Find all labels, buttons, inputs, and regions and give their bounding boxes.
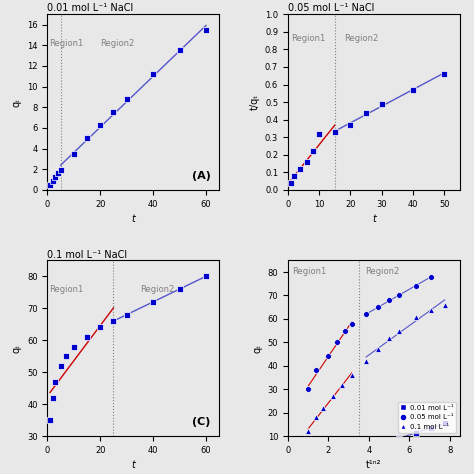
Point bbox=[62, 352, 70, 360]
Text: Region2: Region2 bbox=[365, 267, 399, 276]
Point bbox=[341, 327, 349, 335]
Y-axis label: qₜ: qₜ bbox=[11, 98, 21, 107]
Point bbox=[325, 353, 332, 360]
Text: Region2: Region2 bbox=[344, 34, 378, 43]
Text: 0.01 mol L⁻¹ NaCl: 0.01 mol L⁻¹ NaCl bbox=[47, 3, 134, 13]
Point bbox=[46, 181, 54, 189]
Point bbox=[123, 311, 130, 319]
Point bbox=[303, 158, 310, 166]
Point bbox=[385, 296, 393, 304]
Y-axis label: qₜ: qₜ bbox=[11, 344, 21, 353]
Point bbox=[46, 416, 54, 424]
Point bbox=[348, 371, 356, 379]
X-axis label: t: t bbox=[131, 460, 135, 470]
Point bbox=[315, 130, 323, 137]
Point bbox=[427, 273, 435, 281]
Point bbox=[291, 172, 298, 180]
Text: Region2: Region2 bbox=[140, 285, 174, 294]
Point bbox=[57, 166, 64, 174]
Point bbox=[97, 324, 104, 331]
Text: (C): (C) bbox=[192, 417, 210, 427]
Point bbox=[202, 273, 210, 280]
Point bbox=[348, 320, 356, 328]
Text: 0.1 mol L⁻¹ NaCl: 0.1 mol L⁻¹ NaCl bbox=[47, 249, 128, 260]
Text: Region2: Region2 bbox=[100, 39, 135, 48]
Point bbox=[329, 392, 337, 400]
Y-axis label: qₜ: qₜ bbox=[252, 344, 262, 353]
Point bbox=[97, 121, 104, 128]
Point bbox=[385, 334, 393, 341]
Point bbox=[313, 454, 320, 461]
Point bbox=[412, 283, 419, 290]
Text: Region1: Region1 bbox=[291, 34, 325, 43]
Point bbox=[109, 317, 117, 325]
X-axis label: t: t bbox=[131, 214, 135, 224]
Point bbox=[338, 381, 346, 388]
Point bbox=[202, 26, 210, 34]
Point bbox=[176, 46, 183, 54]
Point bbox=[54, 170, 62, 177]
Text: 0.05 mol L⁻¹ NaCl: 0.05 mol L⁻¹ NaCl bbox=[288, 3, 374, 13]
Point bbox=[123, 95, 130, 103]
Point bbox=[427, 424, 435, 432]
Y-axis label: t/qₜ: t/qₜ bbox=[249, 94, 259, 110]
Point bbox=[309, 147, 317, 155]
Point bbox=[363, 310, 370, 318]
Point bbox=[363, 444, 370, 452]
Point bbox=[362, 109, 370, 117]
Point bbox=[348, 447, 356, 455]
Point bbox=[427, 306, 435, 313]
Point bbox=[412, 313, 419, 320]
Point bbox=[334, 338, 341, 346]
Point bbox=[363, 357, 370, 365]
Point bbox=[52, 173, 59, 180]
Point bbox=[313, 413, 320, 421]
Point bbox=[409, 86, 417, 93]
Point bbox=[378, 100, 385, 108]
Point bbox=[319, 404, 327, 412]
Point bbox=[319, 453, 327, 460]
Point bbox=[70, 343, 78, 350]
Point bbox=[176, 285, 183, 293]
Point bbox=[149, 71, 157, 78]
Point bbox=[441, 419, 448, 427]
Point bbox=[149, 298, 157, 306]
Point bbox=[395, 292, 402, 299]
Text: Region1: Region1 bbox=[292, 267, 326, 276]
Text: Region1: Region1 bbox=[49, 39, 83, 48]
Point bbox=[83, 135, 91, 142]
X-axis label: t¹ⁿ²: t¹ⁿ² bbox=[366, 460, 382, 470]
Point bbox=[52, 378, 59, 385]
Point bbox=[304, 428, 312, 435]
Point bbox=[440, 70, 448, 78]
Point bbox=[70, 150, 78, 157]
Point bbox=[331, 128, 338, 136]
X-axis label: t: t bbox=[372, 214, 376, 224]
Legend: 0.01 mol L⁻¹, 0.05 mol L⁻¹, 0.1 mol L⁻¹: 0.01 mol L⁻¹, 0.05 mol L⁻¹, 0.1 mol L⁻¹ bbox=[398, 402, 456, 433]
Point bbox=[338, 451, 346, 459]
Text: Region1: Region1 bbox=[49, 285, 83, 294]
Point bbox=[374, 303, 382, 311]
Point bbox=[374, 346, 382, 353]
Point bbox=[57, 362, 64, 370]
Point bbox=[49, 394, 56, 401]
Point bbox=[49, 177, 56, 184]
Point bbox=[441, 301, 448, 309]
Text: (A): (A) bbox=[192, 171, 210, 181]
Point bbox=[329, 452, 337, 460]
Point bbox=[385, 438, 393, 446]
Point bbox=[395, 327, 402, 335]
Point bbox=[346, 121, 354, 129]
Point bbox=[109, 109, 117, 116]
Point bbox=[83, 333, 91, 341]
Point bbox=[374, 441, 382, 448]
Point bbox=[304, 385, 312, 393]
Point bbox=[297, 165, 304, 173]
Point bbox=[287, 179, 295, 187]
Point bbox=[304, 455, 312, 462]
Point bbox=[412, 429, 419, 437]
Point bbox=[313, 367, 320, 374]
Point bbox=[395, 435, 402, 443]
